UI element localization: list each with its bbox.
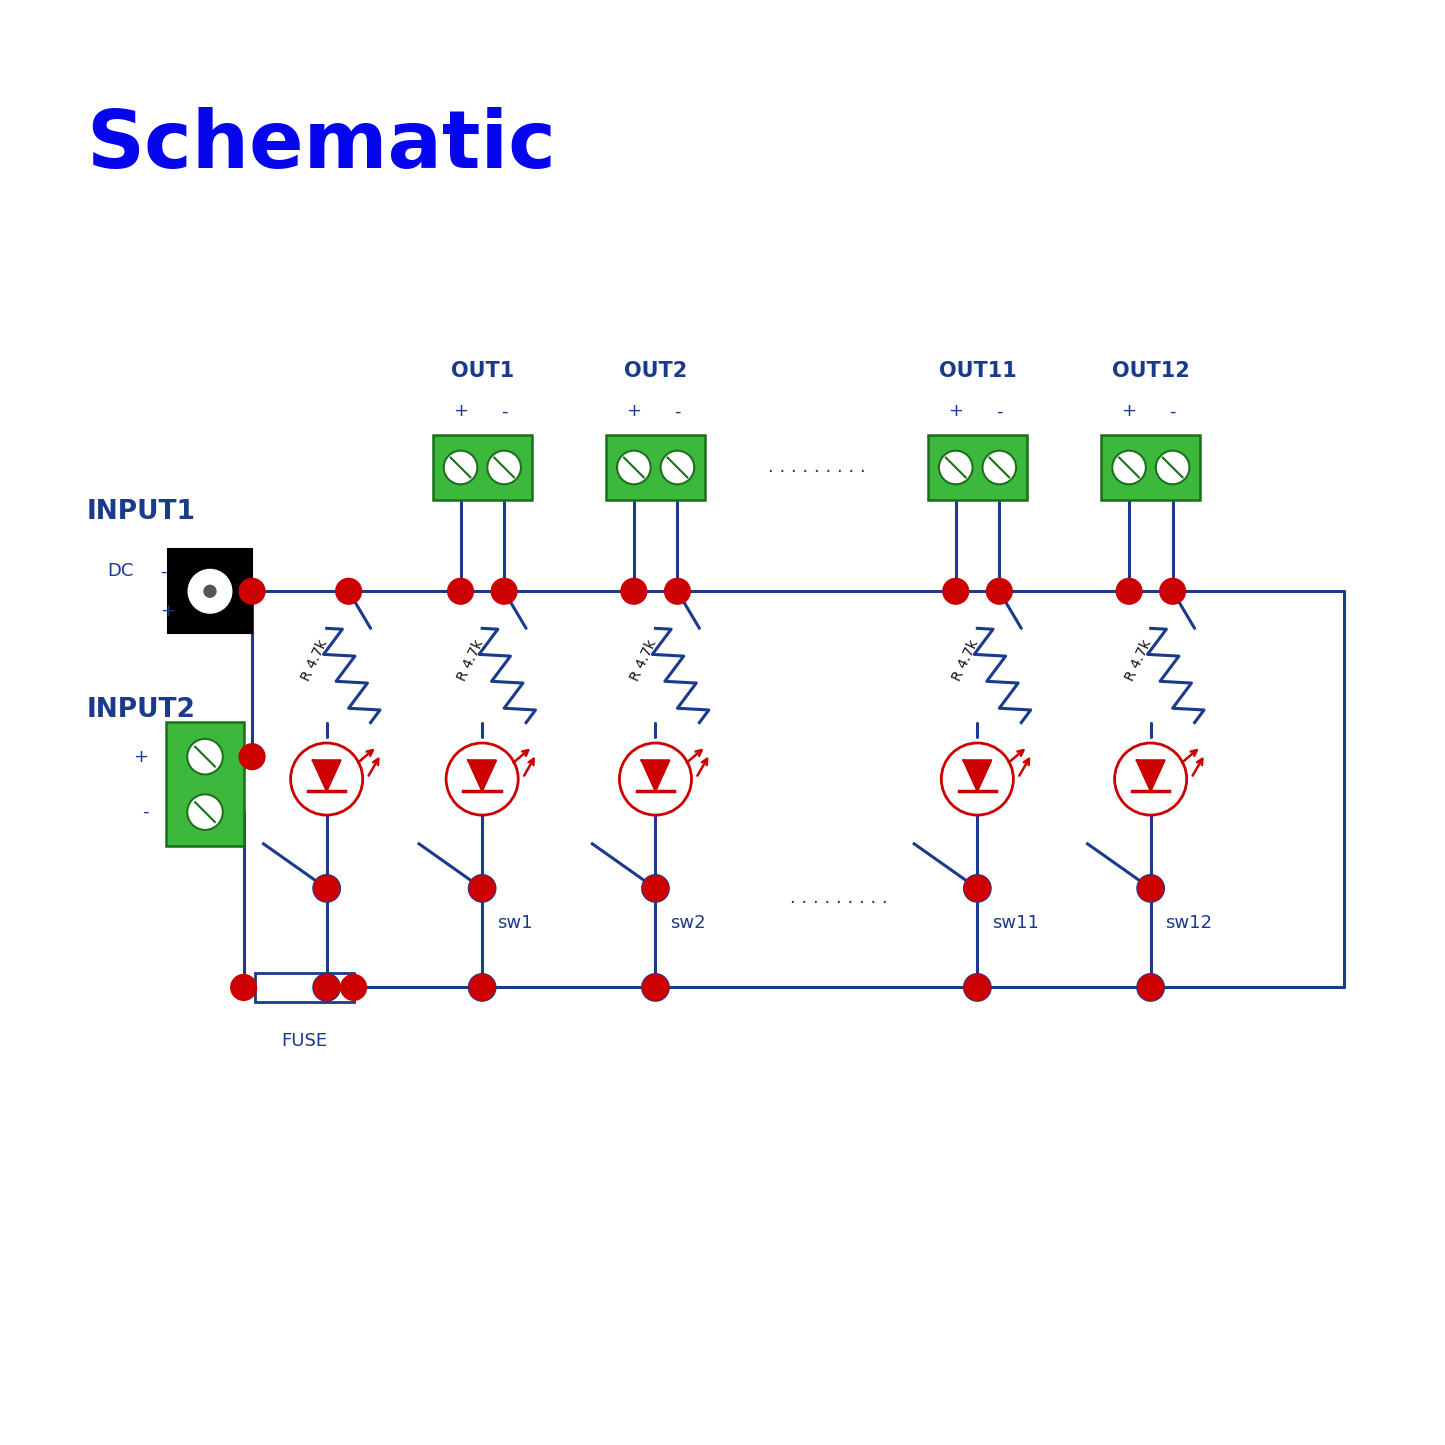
Circle shape: [964, 876, 990, 902]
Circle shape: [470, 974, 496, 1000]
Circle shape: [188, 569, 231, 613]
Circle shape: [341, 974, 367, 1000]
Circle shape: [1116, 578, 1142, 604]
Circle shape: [470, 876, 496, 902]
Text: +: +: [133, 747, 149, 766]
Circle shape: [643, 974, 669, 1000]
Text: FUSE: FUSE: [280, 1032, 327, 1051]
Text: R 4.7k: R 4.7k: [949, 637, 981, 683]
Circle shape: [188, 738, 223, 775]
Circle shape: [1137, 974, 1163, 1000]
Circle shape: [665, 578, 691, 604]
Circle shape: [188, 795, 223, 829]
Circle shape: [240, 744, 264, 770]
Text: R 4.7k: R 4.7k: [455, 637, 486, 683]
Text: -: -: [160, 562, 166, 581]
Text: . . . . . . . . .: . . . . . . . . .: [789, 889, 887, 907]
Text: OUT11: OUT11: [939, 361, 1016, 381]
Bar: [605, 435, 705, 500]
Circle shape: [987, 578, 1011, 604]
Bar: [166, 722, 244, 847]
Circle shape: [621, 578, 647, 604]
Circle shape: [314, 876, 340, 902]
Text: -: -: [1169, 402, 1176, 420]
Circle shape: [643, 974, 669, 1000]
Bar: [254, 972, 354, 1003]
Circle shape: [964, 876, 990, 902]
Circle shape: [314, 876, 340, 902]
Circle shape: [643, 876, 669, 902]
Circle shape: [487, 451, 522, 484]
Circle shape: [491, 578, 517, 604]
Circle shape: [231, 974, 257, 1000]
Circle shape: [983, 451, 1016, 484]
Circle shape: [448, 578, 474, 604]
Circle shape: [1113, 451, 1146, 484]
Bar: [928, 435, 1027, 500]
Circle shape: [1137, 876, 1163, 902]
Text: +: +: [160, 603, 175, 620]
Text: R 4.7k: R 4.7k: [629, 637, 659, 683]
Circle shape: [314, 974, 340, 1000]
Circle shape: [964, 974, 990, 1000]
Circle shape: [240, 578, 264, 604]
Text: DC: DC: [107, 562, 133, 581]
Text: +: +: [626, 402, 642, 420]
Circle shape: [1156, 451, 1189, 484]
Circle shape: [314, 974, 340, 1000]
Polygon shape: [468, 760, 496, 790]
Polygon shape: [642, 760, 669, 790]
Circle shape: [335, 578, 361, 604]
Polygon shape: [964, 760, 991, 790]
Circle shape: [444, 451, 477, 484]
Bar: [1101, 435, 1201, 500]
Circle shape: [660, 451, 694, 484]
Circle shape: [1160, 578, 1185, 604]
Text: sw11: sw11: [993, 915, 1039, 932]
Bar: [168, 549, 251, 633]
Text: . . . . . . . . .: . . . . . . . . .: [767, 458, 866, 477]
Bar: [434, 435, 532, 500]
Text: R 4.7k: R 4.7k: [1123, 637, 1155, 683]
Text: OUT2: OUT2: [624, 361, 688, 381]
Circle shape: [964, 974, 990, 1000]
Circle shape: [204, 585, 215, 597]
Text: OUT1: OUT1: [451, 361, 514, 381]
Polygon shape: [312, 760, 341, 790]
Text: R 4.7k: R 4.7k: [299, 637, 331, 683]
Polygon shape: [1137, 760, 1165, 790]
Circle shape: [1137, 974, 1163, 1000]
Circle shape: [643, 876, 669, 902]
Text: sw12: sw12: [1166, 915, 1212, 932]
Circle shape: [942, 578, 968, 604]
Text: -: -: [142, 803, 149, 821]
Circle shape: [939, 451, 972, 484]
Text: -: -: [675, 402, 681, 420]
Text: INPUT2: INPUT2: [87, 696, 195, 722]
Text: Schematic: Schematic: [87, 107, 556, 185]
Text: sw1: sw1: [497, 915, 533, 932]
Circle shape: [470, 876, 496, 902]
Circle shape: [470, 974, 496, 1000]
Text: +: +: [454, 402, 468, 420]
Text: -: -: [996, 402, 1003, 420]
Text: OUT12: OUT12: [1113, 361, 1189, 381]
Text: -: -: [501, 402, 507, 420]
Circle shape: [617, 451, 650, 484]
Text: +: +: [948, 402, 964, 420]
Text: INPUT1: INPUT1: [87, 499, 195, 525]
Circle shape: [1137, 876, 1163, 902]
Text: +: +: [1121, 402, 1137, 420]
Text: sw2: sw2: [670, 915, 707, 932]
